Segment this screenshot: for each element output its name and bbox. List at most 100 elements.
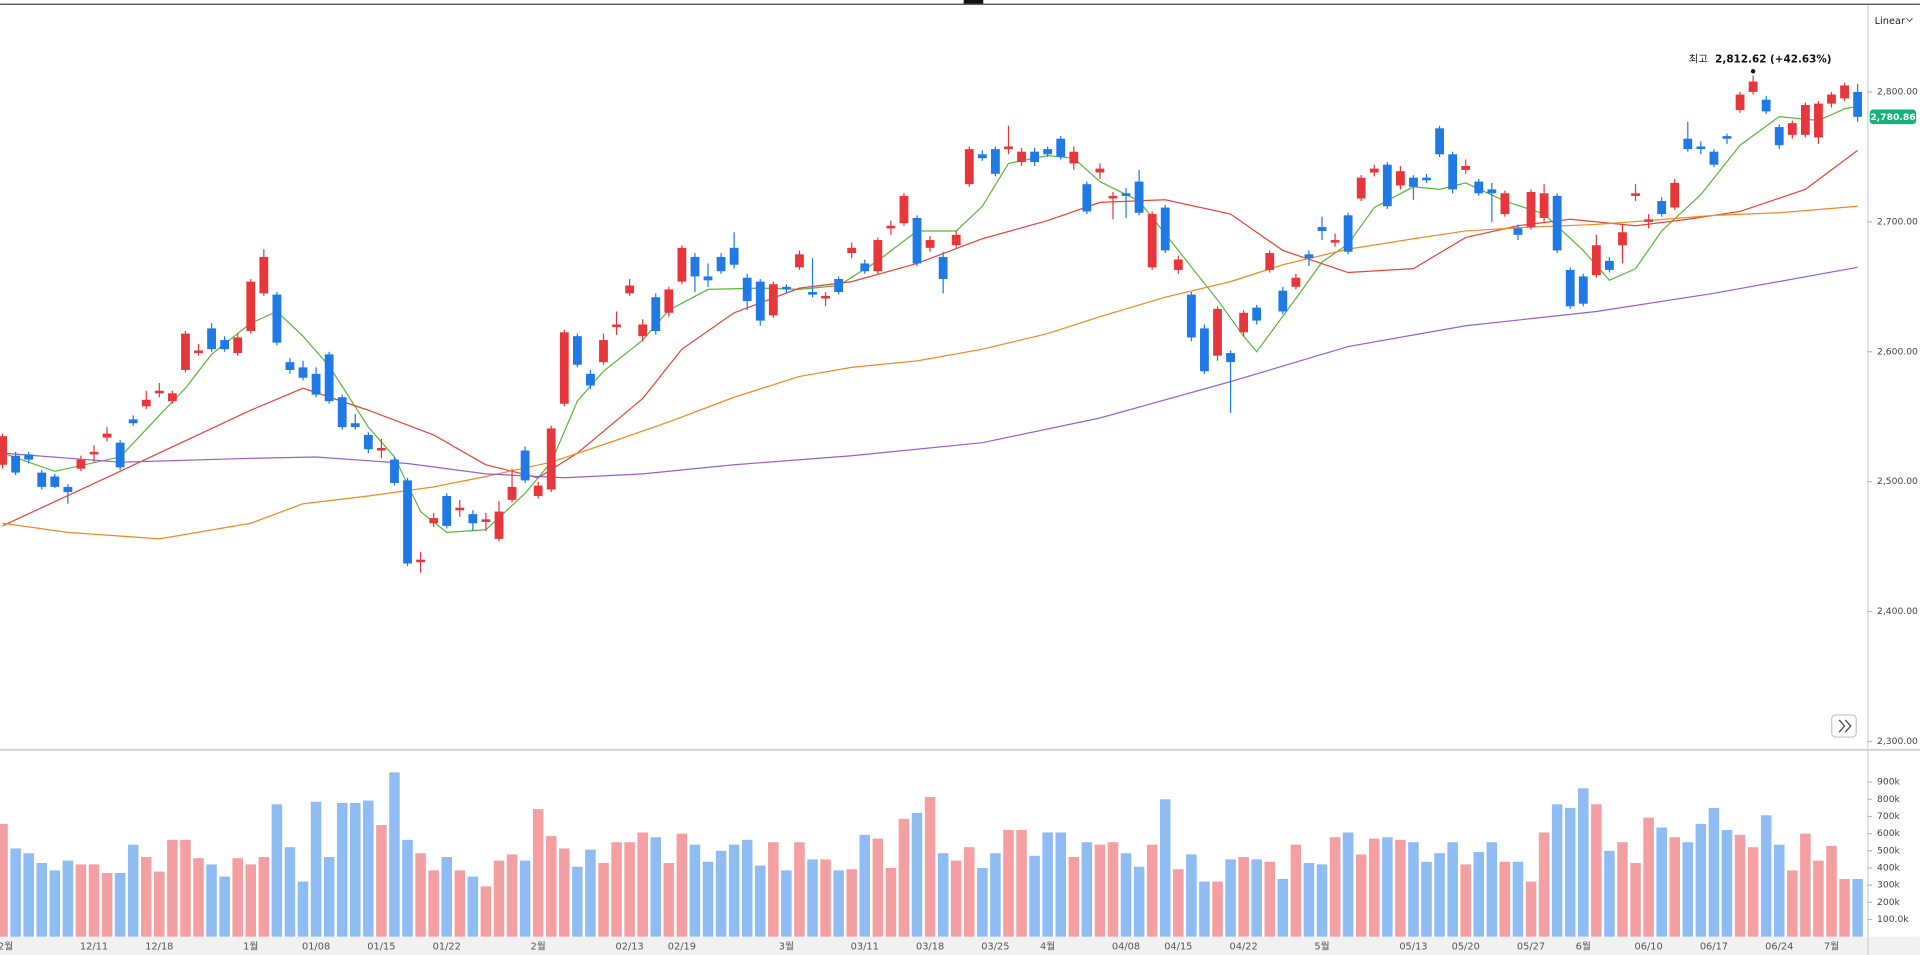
candle-body [1422,177,1431,181]
candle-body [690,256,700,277]
candle-body [1435,128,1444,155]
candle-body [37,472,47,487]
volume-tick-label: 600k [1877,828,1901,839]
volume-bar [154,871,165,937]
candle-body [24,454,34,460]
volume-bar [310,801,322,937]
candle-body [964,149,974,185]
volume-bar [598,863,609,937]
volume-bar [1212,881,1223,937]
candle-body [1082,184,1092,212]
volume-bar [990,853,1001,937]
candle-body [808,292,817,295]
candle-body [324,354,334,402]
high-annotation-value: 2,812.62 (+42.63%) [1715,54,1831,66]
candle-body [991,149,1000,174]
candle-body [546,428,556,490]
candle-body [194,350,203,354]
candle-body [977,154,987,159]
volume-bar [62,860,74,937]
candle-body [1043,149,1053,155]
candle-body [703,276,713,281]
candle-body [1030,151,1040,163]
candle-body [599,340,608,363]
y-tick-label: 2,300.00 [1877,736,1918,747]
volume-bar [1773,844,1785,937]
volume-bar [872,838,884,937]
candle-body [886,225,896,229]
candle-body [481,519,491,522]
candle-body [0,436,7,465]
volume-bar [663,863,675,937]
candle-body [572,336,582,365]
candle-body [1461,165,1471,170]
y-tick-label: 2,400.00 [1877,606,1918,617]
volume-bar [0,823,8,937]
candle-body [1814,103,1823,138]
candle-body [141,399,151,407]
x-tick-label: 05/27 [1517,941,1545,952]
volume-bar [1473,852,1485,937]
moving-average-line [2,105,1858,533]
y-tick-label: 2,600.00 [1877,346,1918,357]
volume-bar [977,867,988,937]
candle-body [311,373,321,395]
candle-body [429,518,439,524]
volume-bar [1133,866,1145,937]
volume-bar [1434,853,1445,937]
candle-body [416,559,426,563]
volume-bar [781,870,792,937]
candle-body [1265,253,1275,270]
candle-body [468,514,478,524]
volume-bar [1682,842,1694,937]
scroll-right-button[interactable] [1831,714,1857,738]
x-tick-label: 12월 [0,940,13,952]
candle-body [716,256,726,272]
volume-bar [1525,881,1537,937]
volume-bar [1368,838,1380,937]
volume-bar [258,856,270,937]
candle-body [1252,307,1262,321]
candle-body [181,333,190,370]
x-tick-label: 7월 [1824,940,1839,952]
x-tick-label: 3월 [779,940,794,952]
volume-bar [1813,860,1824,937]
volume-bar [23,853,34,937]
volume-bar [1630,863,1641,937]
volume-bar [467,876,479,937]
volume-bar [768,842,779,937]
volume-bar [1760,815,1772,937]
candle-body [847,247,857,254]
last-price-tag [1869,109,1917,125]
volume-tick-label: 900k [1877,777,1901,788]
volume-bar [1186,854,1197,937]
candle-body [1173,259,1183,270]
volume-tick-label: 100.0k [1877,914,1909,925]
candle-body [1500,193,1510,215]
volume-bar [1107,842,1119,937]
volume-bar [1512,861,1524,937]
volume-bar [1656,827,1667,937]
volume-bar [1460,864,1471,937]
candle-body [1487,189,1497,194]
y-tick-label: 2,800.00 [1877,86,1918,97]
candle-body [1160,207,1170,251]
date-strip [0,936,1920,955]
volume-bar [1225,859,1236,937]
candle-body [625,285,635,294]
candle-body [651,297,661,331]
volume-bar [937,853,949,937]
candle-body [1644,219,1654,222]
volume-bar [10,848,21,937]
candle-body [1696,146,1706,150]
y-tick-label: 2,700.00 [1877,216,1918,227]
volume-bar [271,804,283,937]
x-tick-label: 03/11 [851,941,879,952]
moving-average-line [2,266,1858,479]
scale-mode-button[interactable]: Linear [1875,16,1913,27]
volume-bar [1747,847,1759,937]
volume-bar [1251,859,1262,937]
candle-body [912,217,922,264]
candle-body [1735,94,1745,111]
volume-bar [1591,804,1602,937]
